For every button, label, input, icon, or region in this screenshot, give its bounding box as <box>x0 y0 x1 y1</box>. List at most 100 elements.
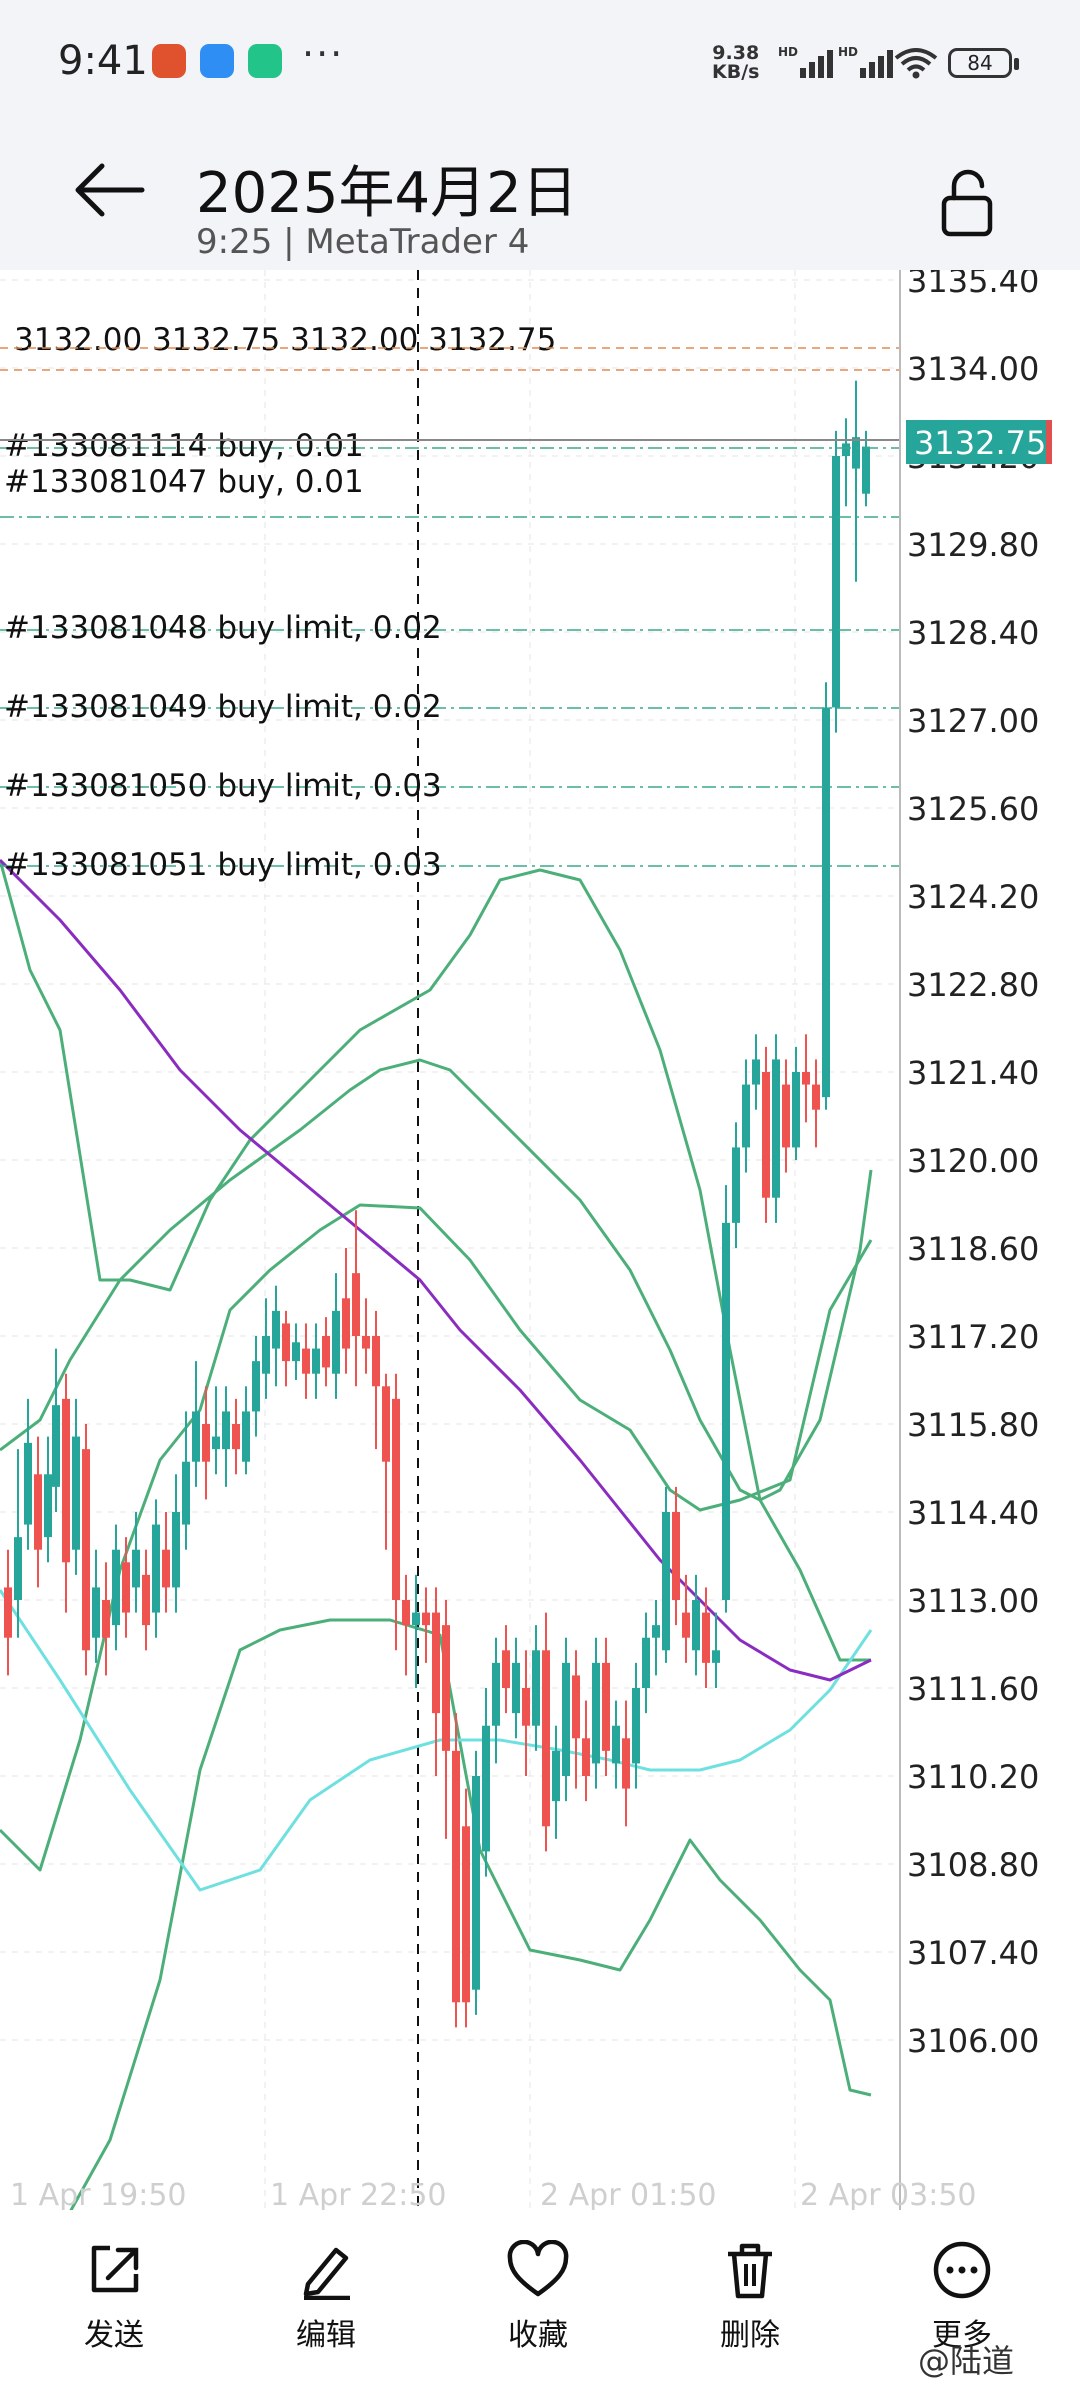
share-icon <box>91 2245 139 2293</box>
candle-down <box>682 1612 690 1638</box>
app-notification-icon <box>200 44 234 78</box>
ohlc-readout: 3132.00 3132.75 3132.00 3132.75 <box>14 322 556 358</box>
price-tick-label: 3106.00 <box>907 2022 1039 2060</box>
candle-up <box>532 1650 540 1726</box>
candle-up <box>14 1537 22 1600</box>
price-tick-label: 3117.20 <box>907 1318 1039 1356</box>
app-notification-icon <box>152 44 186 78</box>
bottom-action-bar: 发送 编辑 收藏 删除 更多 <box>0 2210 1080 2400</box>
candle-down <box>82 1449 90 1651</box>
candlesticks <box>4 380 870 2028</box>
candle-down <box>352 1273 360 1336</box>
candle-up <box>132 1549 140 1588</box>
moving-average-fast-line <box>0 1589 873 1892</box>
candle-down <box>602 1662 610 1751</box>
wifi-icon <box>894 48 938 79</box>
candle-up <box>44 1474 52 1538</box>
candle-up <box>92 1587 100 1638</box>
candle-down <box>462 1826 470 2003</box>
order-label: #133081114 buy, 0.01 <box>4 428 364 464</box>
candle-down <box>62 1398 70 1563</box>
price-tick-label: 3121.40 <box>907 1054 1039 1092</box>
pen-icon <box>303 2247 350 2300</box>
candle-up <box>212 1436 220 1450</box>
candle-down <box>34 1474 42 1550</box>
candle-up <box>512 1662 520 1714</box>
candle-up <box>492 1662 500 1726</box>
price-tick-label: 3135.40 <box>907 270 1039 300</box>
candle-down <box>102 1600 110 1638</box>
signal-icon: HD <box>778 45 833 78</box>
candle-down <box>342 1298 350 1349</box>
candle-up <box>832 456 840 708</box>
candle-up <box>822 707 830 1098</box>
candle-up <box>242 1411 250 1462</box>
back-arrow-icon[interactable] <box>70 160 150 220</box>
time-tick-label: 2 Apr 03:50 <box>800 2178 977 2210</box>
time-tick-label: 1 Apr 22:50 <box>270 2178 447 2210</box>
send-button[interactable]: 发送 <box>44 2240 184 2370</box>
candle-down <box>302 1348 310 1374</box>
price-tick-label: 3110.20 <box>907 1758 1039 1796</box>
candle-up <box>472 1776 480 1990</box>
time-tick-label: 1 Apr 19:50 <box>10 2178 187 2210</box>
more-label: 更多 <box>932 2318 992 2353</box>
edit-button[interactable]: 编辑 <box>256 2240 396 2370</box>
favorite-label: 收藏 <box>508 2318 568 2353</box>
price-chart[interactable]: 3132.00 3132.75 3132.00 3132.75 #13308111… <box>0 270 1080 2210</box>
candle-down <box>762 1072 770 1198</box>
order-label: #133081050 buy limit, 0.03 <box>4 768 442 804</box>
delete-button[interactable]: 删除 <box>680 2240 820 2370</box>
candle-up <box>742 1084 750 1148</box>
svg-text:HD: HD <box>838 45 858 59</box>
order-label: #133081051 buy limit, 0.03 <box>4 847 442 883</box>
candle-up <box>792 1072 800 1148</box>
candle-down <box>232 1424 240 1450</box>
price-tick-label: 3127.00 <box>907 702 1039 740</box>
trash-icon <box>728 2243 772 2299</box>
price-tick-label: 3118.60 <box>907 1230 1039 1268</box>
heart-icon <box>507 2240 569 2297</box>
candle-down <box>812 1084 820 1110</box>
candle-up <box>642 1637 650 1688</box>
candle-up <box>612 1725 620 1764</box>
grid-lines <box>0 270 900 2210</box>
candle-down <box>502 1650 510 1688</box>
candle-down <box>522 1688 530 1726</box>
candle-up <box>24 1442 32 1525</box>
chart-canvas[interactable]: 3132.00 3132.75 3132.00 3132.75 #13308111… <box>0 270 1080 2210</box>
price-tick-label: 3125.60 <box>907 790 1039 828</box>
candle-up <box>632 1688 640 1764</box>
candle-up <box>862 446 870 494</box>
candle-down <box>542 1650 550 1827</box>
candle-up <box>222 1411 230 1450</box>
price-tick-label: 3108.80 <box>907 1846 1039 1884</box>
current-price-label: 3132.75 <box>914 424 1046 462</box>
unlock-icon[interactable] <box>938 166 998 238</box>
candle-down <box>432 1612 440 1714</box>
app-notification-icon <box>248 44 282 78</box>
candle-down <box>162 1549 170 1588</box>
candle-down <box>322 1336 330 1368</box>
current-price-marker <box>1046 420 1052 464</box>
candle-up <box>842 443 850 456</box>
price-axis: 3135.403134.003131.203129.803128.403127.… <box>10 270 1052 2210</box>
candle-up <box>252 1361 260 1412</box>
candle-up <box>332 1310 340 1374</box>
candle-down <box>142 1574 150 1626</box>
candle-up <box>292 1342 300 1362</box>
more-button[interactable]: 更多 <box>892 2240 1032 2370</box>
candle-up <box>692 1600 700 1651</box>
candle-down <box>442 1625 450 1751</box>
candle-down <box>622 1738 630 1789</box>
candle-down <box>572 1675 580 1739</box>
candle-up <box>712 1650 720 1663</box>
more-notifications-icon: ··· <box>302 32 345 76</box>
candle-up <box>112 1549 120 1626</box>
indicator-lines <box>0 858 873 2210</box>
favorite-button[interactable]: 收藏 <box>468 2240 608 2370</box>
candle-down <box>782 1084 790 1148</box>
candle-up <box>852 437 860 469</box>
candle-down <box>4 1587 12 1638</box>
price-tick-label: 3134.00 <box>907 350 1039 388</box>
